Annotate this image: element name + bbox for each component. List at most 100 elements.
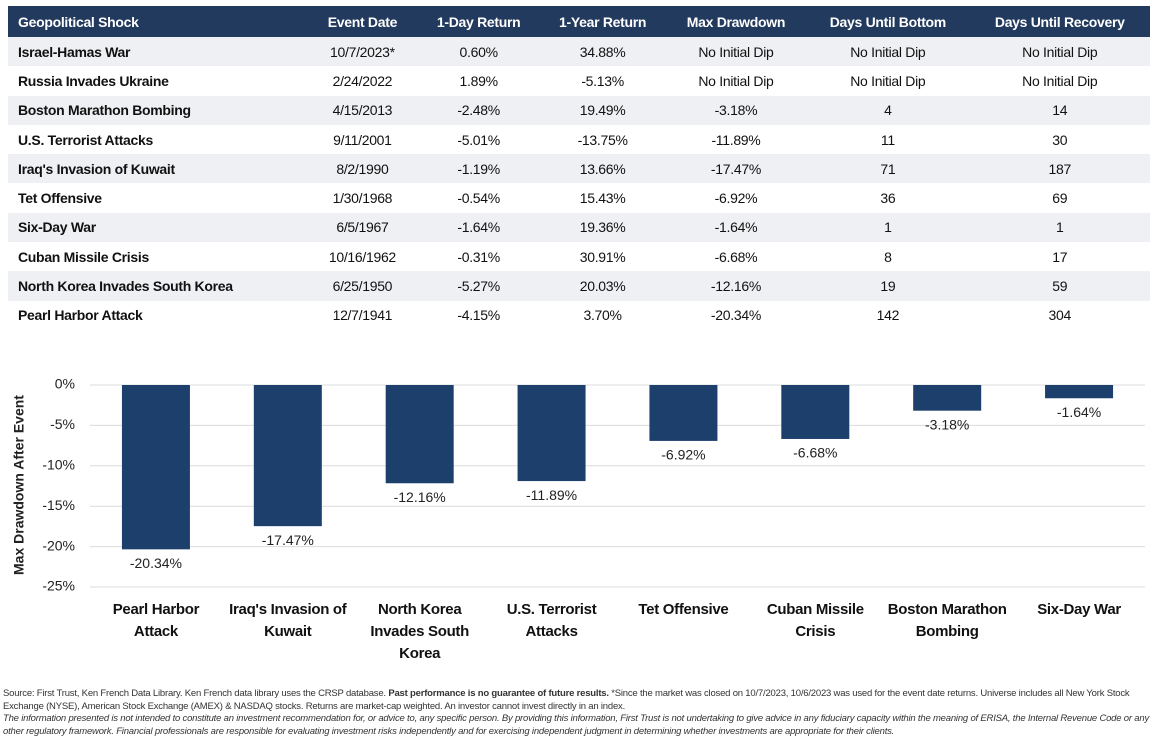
table-row: Israel-Hamas War 10/7/2023* 0.60% 34.88% No …	[8, 37, 1150, 67]
bar	[1045, 385, 1114, 399]
table-cell: 69	[1052, 190, 1068, 207]
x-tick-label: U.S. Terrorist Attacks	[506, 601, 597, 640]
table-cell: Israel-Hamas War	[8, 37, 307, 67]
table-cell: -6.68%	[714, 248, 758, 265]
table-cell: 10/16/1962	[328, 248, 396, 265]
table-cell: 12/7/1941	[332, 307, 393, 324]
table-cell: -1.64%	[417, 212, 540, 243]
x-tick-label: North Korea Invades South Korea	[370, 601, 469, 662]
y-tick-label: -20%	[42, 537, 75, 553]
table-cell: -0.31%	[457, 248, 500, 265]
table-cell: 30.91%	[579, 248, 626, 265]
table-cell: 17	[1052, 248, 1068, 265]
source-text: *Since the market was closed on 10/7/202…	[3, 688, 1130, 712]
table-row: U.S. Terrorist Attacks 9/11/2001 -5.01% -13…	[8, 125, 1150, 154]
value-label: -6.68%	[793, 445, 837, 461]
table-cell: 9/11/2001	[333, 131, 392, 148]
y-tick-label: -5%	[50, 416, 75, 432]
value-label: -1.64%	[1057, 404, 1101, 420]
table-cell: 36	[880, 190, 896, 207]
table-cell: Pearl Harbor Attack	[18, 307, 143, 324]
table-cell: No Initial Dip	[665, 37, 807, 67]
table-cell: 6/5/1967	[306, 212, 418, 243]
table-cell: 304	[1048, 307, 1072, 324]
value-label: -12.16%	[394, 489, 446, 505]
y-tick-label: -10%	[42, 457, 75, 473]
source-note: Source: First Trust, Ken French Data Lib…	[3, 688, 1153, 713]
table-cell: -20.34%	[710, 307, 761, 324]
table-cell: 11	[880, 131, 895, 148]
table-cell: -6.92%	[714, 190, 758, 207]
table-cell: Tet Offensive	[18, 190, 102, 207]
source-bold: Past performance is no guarantee of futu…	[388, 688, 609, 699]
x-tick-label: Cuban Missile Crisis	[766, 601, 864, 640]
table-cell: 30	[1052, 131, 1068, 148]
table-cell: -4.15%	[457, 307, 500, 324]
table-cell: Russia Invades Ukraine	[18, 72, 169, 89]
table-cell: U.S. Terrorist Attacks	[18, 131, 153, 148]
table-cell: 6/25/1950	[306, 271, 418, 301]
value-label: -17.47%	[262, 532, 314, 548]
table-cell: Cuban Missile Crisis	[18, 248, 149, 265]
x-tick-label: Pearl Harbor Attack	[112, 601, 200, 640]
y-tick-label: -25%	[42, 578, 75, 594]
table-cell: 59	[969, 271, 1150, 301]
table-cell: -5.27%	[417, 271, 540, 301]
value-label: -3.18%	[925, 416, 969, 432]
table-cell: 8	[884, 248, 892, 265]
value-label: -11.89%	[526, 487, 577, 503]
table-cell: 14	[969, 95, 1150, 125]
column-header: Days Until Recovery	[969, 6, 1150, 37]
table-cell: -12.16%	[665, 271, 807, 301]
table-cell: 4	[806, 95, 970, 125]
table-row: Tet Offensive 1/30/1968 -0.54% 15.43% -6.92%…	[8, 183, 1150, 212]
table-cell: 20.03%	[539, 271, 666, 301]
bar	[649, 385, 718, 441]
table-cell: -5.01%	[457, 131, 500, 148]
table-row: North Korea Invades South Korea 6/25/1950…	[8, 271, 1150, 301]
column-header: Event Date	[306, 6, 418, 37]
table-cell: Six-Day War	[8, 212, 307, 243]
bar	[517, 385, 586, 482]
table-cell: 19.36%	[539, 212, 666, 243]
table-cell: Iraq's Invasion of Kuwait	[8, 154, 307, 184]
table-cell: -1.64%	[665, 212, 807, 243]
table-cell: -2.48%	[417, 95, 540, 125]
x-tick-label: Six-Day War	[1037, 601, 1121, 618]
table-cell: North Korea Invades South Korea	[8, 271, 307, 301]
table-cell: 19	[806, 271, 970, 301]
table-cell: 19.49%	[539, 95, 666, 125]
table-cell: 1.89%	[459, 72, 499, 89]
header-row: Geopolitical Shock Event Date 1-Day Return…	[8, 6, 1150, 37]
table-cell: -17.47%	[665, 154, 807, 184]
value-label: -6.92%	[661, 447, 705, 463]
table-cell: No Initial Dip	[969, 37, 1150, 67]
y-tick-label: -15%	[42, 497, 75, 513]
table-cell: 4/15/2013	[306, 95, 418, 125]
table-cell: -0.54%	[457, 190, 500, 207]
x-tick-label: Iraq's Invasion of Kuwait	[229, 601, 347, 640]
table-cell: Boston Marathon Bombing	[8, 95, 307, 125]
bar	[385, 385, 454, 484]
table-cell: -5.13%	[581, 72, 624, 89]
table-row: Six-Day War 6/5/1967 -1.64% 19.36% -1.64% 1 1	[8, 212, 1150, 243]
table-cell: -13.75%	[577, 131, 628, 148]
bar	[121, 385, 190, 550]
disclaimer: The information presented is not intende…	[3, 713, 1149, 737]
value-label: -20.34%	[130, 555, 182, 571]
table-cell: -1.19%	[417, 154, 540, 184]
table-row: Pearl Harbor Attack 12/7/1941 -4.15% 3.70% -…	[8, 301, 1150, 330]
footnotes: Source: First Trust, Ken French Data Lib…	[3, 688, 1153, 738]
table-cell: 187	[969, 154, 1150, 184]
column-header: Max Drawdown	[665, 6, 807, 37]
source-text: Source: First Trust, Ken French Data Lib…	[3, 688, 389, 699]
data-table: Geopolitical Shock Event Date 1-Day Return…	[8, 6, 1150, 330]
x-tick-label: Tet Offensive	[638, 601, 729, 618]
table-row: Boston Marathon Bombing 4/15/2013 -2.48% 19…	[8, 95, 1150, 125]
table-cell: No Initial Dip	[806, 37, 970, 67]
table-cell: No Initial Dip	[698, 72, 774, 89]
bar	[781, 385, 850, 439]
table-cell: -11.89%	[711, 131, 761, 148]
y-axis-label: Max Drawdown After Event	[11, 395, 27, 575]
